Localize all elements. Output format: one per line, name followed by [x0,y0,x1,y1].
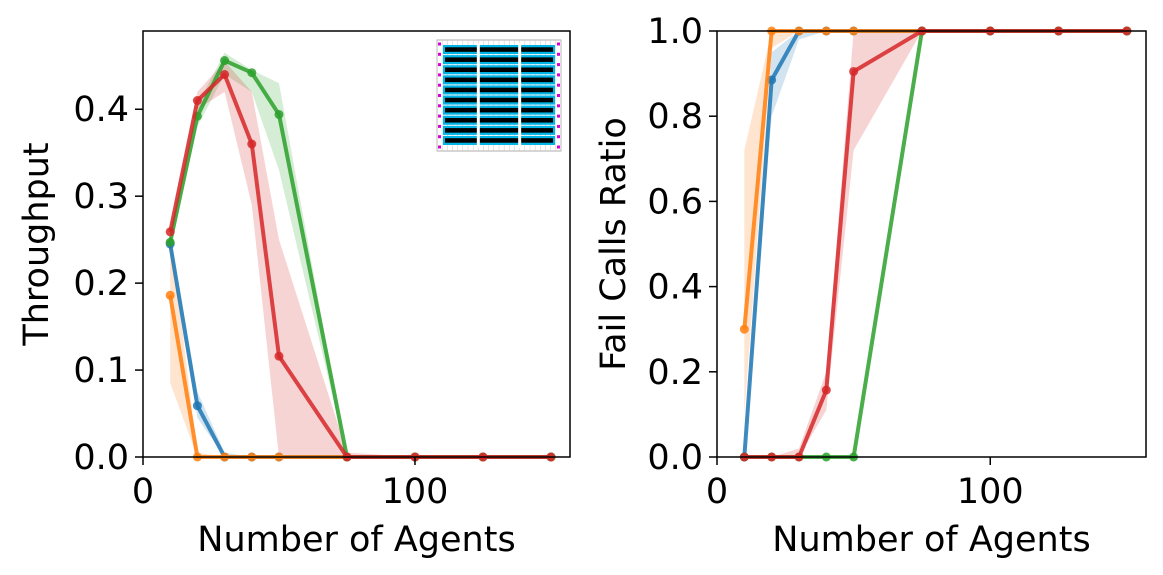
y-tick-label: 0.6 [647,182,703,222]
inset-shelf-block [445,77,553,83]
x-tick-label: 100 [957,472,1024,512]
inset-station-left [438,42,441,46]
point-blue [192,401,202,411]
inset-station-right [557,63,560,67]
y-tick-label: 0.3 [73,177,129,217]
inset-station-left [438,52,441,56]
band-orange [170,230,551,457]
inset-station-left [438,104,441,108]
point-blue [767,75,777,85]
y-tick-label: 0.4 [647,268,703,308]
inset-station-right [557,114,560,118]
point-red [274,351,284,361]
inset-station-left [438,135,441,139]
inset-station-right [557,145,560,149]
axes-frame [716,30,1147,458]
inset-shelf-block [445,87,553,93]
inset-station-right [557,52,560,56]
y-tick-label: 0.1 [73,351,129,391]
y-tick-label: 0.0 [647,438,703,478]
y-tick-label: 0.2 [73,264,129,304]
band-blue [170,235,551,457]
inset-shelf-block [445,57,553,62]
y-axis-label: Throughput [17,142,57,346]
inset-shelf-block [445,67,553,73]
line-blue [742,29,1127,458]
x-axis-label: Number of Agents [772,520,1090,560]
x-axis-label: Number of Agents [197,520,515,560]
inset-station-right [557,135,560,139]
inset-station-right [557,94,560,97]
inset-station-left [438,73,441,77]
y-axis-label: Fail Calls Ratio [594,117,634,371]
band-red [744,31,1127,457]
x-tick-label: 100 [382,472,449,512]
inset-station-right [557,42,560,46]
inset-shelf-block [445,138,553,143]
inset-aisle [518,43,522,148]
line-red [744,29,1127,459]
inset-station-left [438,63,441,67]
point-green [165,237,175,247]
inset-station-left [438,124,441,128]
inset-station-left [438,94,441,97]
throughput-chart: 0.0 0.1 0.2 0.3 0.4 0 100 Number of Agents Throu… [17,30,571,560]
x-tick-label: 0 [706,472,728,512]
line-green [744,29,1127,459]
line-blue [168,243,551,459]
inset-station-right [557,124,560,128]
band-red [170,61,551,458]
y-tick-label: 0.0 [73,438,129,478]
inset-station-left [438,114,441,118]
point-red [849,66,859,76]
point-orange [165,290,175,300]
band-orange [744,31,1127,415]
point-orange [739,324,749,334]
fail-calls-ratio-chart: 0.0 0.2 0.4 0.6 0.8 1.0 0 100 Number of Agents Fa… [594,12,1147,560]
warehouse-map-inset [436,39,562,152]
point-green [274,109,284,119]
band-blue [744,31,1127,457]
inset-shelf-block [445,107,553,113]
axes-frame [142,30,571,458]
y-tick-label: 0.8 [647,97,703,137]
y-tick-label: 0.4 [73,90,129,130]
line-orange [742,29,1127,330]
point-green [220,56,230,66]
x-tick-label: 0 [132,472,154,512]
inset-shelf-block [445,97,553,103]
point-red [165,227,175,237]
point-red [192,96,202,106]
inset-shelf-block [445,47,553,52]
inset-shelf-block [445,117,553,123]
inset-station-right [557,104,560,108]
point-green [247,68,257,78]
point-red [220,69,230,79]
inset-shelf-block [445,128,553,133]
line-orange [168,294,551,459]
y-tick-label: 1.0 [647,12,703,52]
band-green [744,31,1127,457]
inset-station-left [438,145,441,149]
point-red [821,385,831,395]
y-tick-label: 0.2 [647,353,703,393]
inset-aisle [476,43,480,148]
inset-station-right [557,83,560,87]
inset-station-left [438,83,441,87]
point-red [247,139,257,149]
inset-station-right [557,73,560,77]
